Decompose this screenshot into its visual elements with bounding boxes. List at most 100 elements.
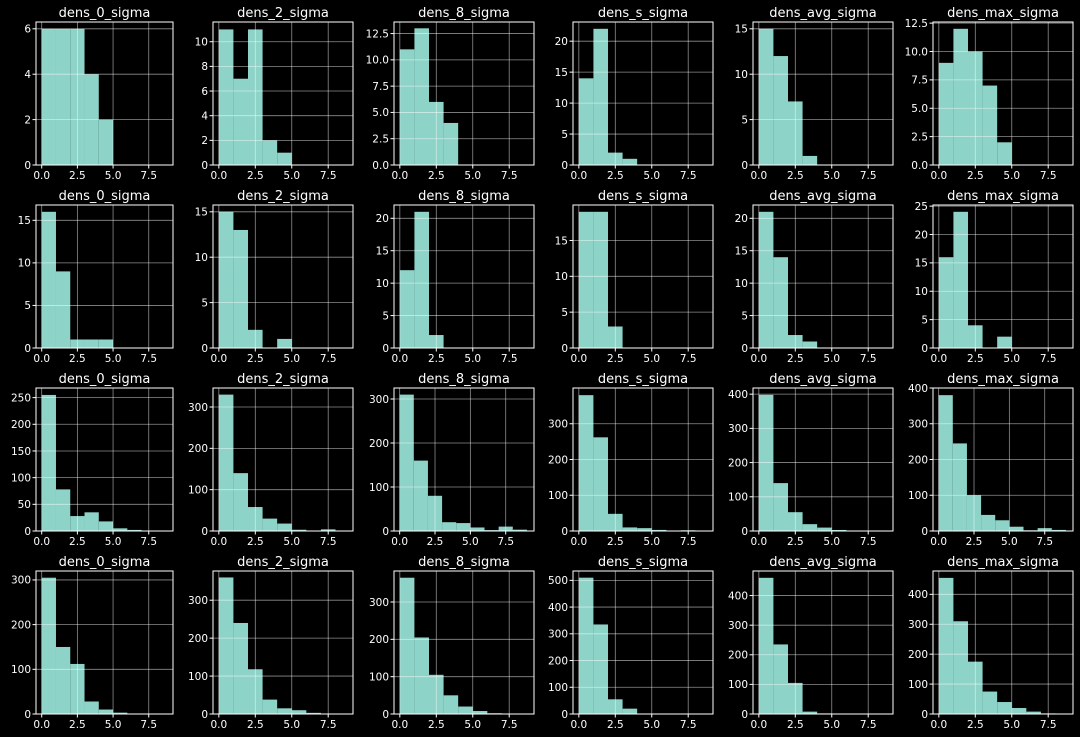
y-tick-label: 0: [741, 526, 748, 538]
x-tick-label: 2.5: [428, 353, 445, 365]
subplot-title: dens_s_sigma: [598, 6, 688, 21]
y-tick-label: 200: [188, 633, 208, 645]
histogram-bar: [938, 577, 954, 714]
y-tick-label: 10: [735, 69, 748, 81]
x-tick-label: 5.0: [643, 170, 660, 182]
x-tick-label: 7.5: [501, 719, 518, 731]
subplot-title: dens_avg_sigma: [769, 189, 876, 204]
histogram-bar: [277, 708, 292, 714]
x-tick-label: 2.5: [428, 719, 445, 731]
y-tick-label: 400: [548, 602, 568, 614]
histogram-bar: [622, 158, 638, 165]
subplot-2: 0.0 2.5 5.0 7.5 0 2 4 6 8 10 dens_2_sigma: [195, 6, 354, 182]
x-tick-label: 7.5: [1040, 170, 1057, 182]
histogram-bar: [512, 529, 527, 531]
y-tick-label: 0: [24, 709, 31, 721]
y-tick-label: 10: [195, 252, 208, 264]
x-tick-label: 2.5: [967, 170, 984, 182]
subplot-title: dens_2_sigma: [237, 6, 329, 21]
histogram-bar: [802, 524, 818, 531]
y-tick-label: 200: [728, 650, 748, 662]
y-tick-label: 10: [18, 258, 31, 270]
y-tick-label: 0: [921, 343, 928, 355]
x-tick-label: 7.5: [320, 719, 337, 731]
y-tick-label: 0: [24, 343, 31, 355]
histogram-bar: [414, 211, 429, 348]
x-tick-label: 2.5: [69, 719, 86, 731]
y-tick-label: 200: [11, 419, 31, 431]
x-tick-label: 2.5: [247, 536, 264, 548]
histogram-bar: [831, 529, 847, 531]
plot-frame: [393, 21, 535, 166]
histogram-bar: [55, 489, 71, 531]
x-tick-label: 7.5: [860, 170, 877, 182]
subplot-8: 0.0 2.5 5.0 7.5 0 5 10 15 dens_2_sigma: [195, 189, 354, 365]
x-tick-label: 5.0: [105, 536, 122, 548]
y-tick-label: 0: [561, 709, 568, 721]
x-tick-label: 2.5: [428, 170, 445, 182]
x-tick-label: 0.0: [930, 536, 947, 548]
y-tick-label: 8: [201, 61, 208, 73]
histogram-bar: [41, 211, 56, 348]
histogram-bar: [399, 394, 414, 531]
x-tick-label: 5.0: [823, 170, 840, 182]
y-tick-label: 200: [548, 655, 568, 667]
histogram-bar: [1011, 708, 1027, 714]
y-tick-label: 10: [735, 278, 748, 290]
y-tick-label: 300: [188, 595, 208, 607]
x-tick-label: 0.0: [33, 719, 50, 731]
y-tick-label: 4: [201, 110, 208, 122]
subplot-title: dens_0_sigma: [59, 555, 151, 570]
histogram-bar: [817, 527, 832, 531]
y-tick-label: 5: [741, 114, 748, 126]
y-tick-label: 0: [24, 526, 31, 538]
histogram-bar: [802, 155, 818, 165]
y-tick-label: 20: [555, 36, 568, 48]
subplot-title: dens_s_sigma: [598, 372, 688, 387]
histogram-bar: [622, 527, 638, 531]
histogram-bar: [233, 229, 248, 348]
histogram-bar: [578, 211, 594, 348]
histogram-bar: [470, 527, 485, 531]
histogram-bar: [113, 712, 128, 714]
x-tick-label: 7.5: [497, 536, 514, 548]
y-tick-label: 10: [555, 271, 568, 283]
y-tick-label: 200: [908, 454, 928, 466]
histogram-bar: [442, 522, 457, 531]
subplot-title: dens_8_sigma: [418, 372, 510, 387]
x-tick-label: 2.5: [247, 719, 264, 731]
y-tick-label: 6: [24, 24, 31, 36]
histogram-bar: [443, 122, 459, 165]
histogram-bar: [982, 85, 998, 165]
y-tick-label: 200: [11, 619, 31, 631]
x-tick-label: 7.5: [320, 353, 337, 365]
subplot-13: 0.0 2.5 5.0 7.5 0 50 100 150 200 250 dens_0_sigma: [11, 372, 174, 548]
histogram-bar: [997, 142, 1012, 165]
subplot-title: dens_8_sigma: [418, 555, 510, 570]
x-tick-label: 7.5: [140, 719, 157, 731]
y-tick-label: 100: [11, 664, 31, 676]
y-tick-label: 5: [24, 300, 31, 312]
histogram-bar: [98, 709, 114, 714]
y-tick-label: 200: [728, 457, 748, 469]
y-tick-label: 15: [376, 246, 389, 258]
y-tick-label: 0: [201, 160, 208, 172]
histogram-bar: [55, 646, 71, 714]
x-tick-label: 5.0: [464, 719, 481, 731]
histogram-bar: [98, 521, 114, 531]
x-tick-label: 0.0: [33, 536, 50, 548]
x-tick-label: 5.0: [643, 353, 660, 365]
y-tick-label: 500: [548, 575, 568, 587]
y-tick-label: 7.5: [911, 75, 928, 87]
x-tick-label: 2.5: [967, 353, 984, 365]
subplot-4: 0.0 2.5 5.0 7.5 0 5 10 15 20 dens_s_sigma: [555, 6, 714, 182]
x-tick-label: 0.0: [33, 170, 50, 182]
x-tick-label: 2.5: [787, 170, 804, 182]
y-tick-label: 400: [728, 389, 748, 401]
x-tick-label: 7.5: [860, 719, 877, 731]
x-tick-label: 7.5: [680, 170, 697, 182]
subplot-title: dens_8_sigma: [418, 6, 510, 21]
x-tick-label: 5.0: [1003, 719, 1020, 731]
subplot-title: dens_avg_sigma: [769, 555, 876, 570]
